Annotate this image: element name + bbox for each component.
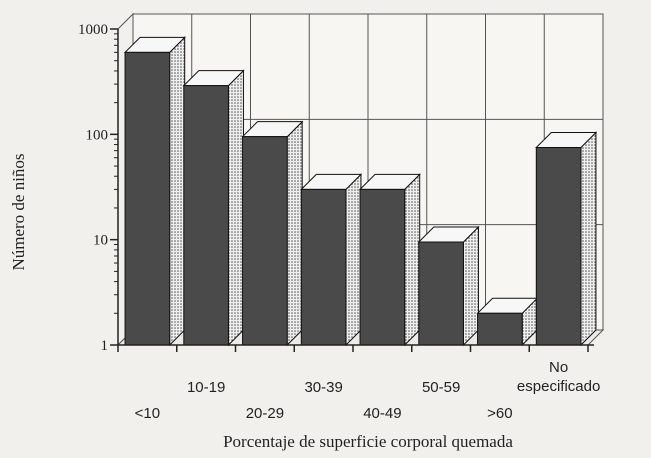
bar (241, 120, 304, 347)
x-tick-label: No especificado (517, 359, 600, 395)
bar-side (462, 225, 479, 347)
y-axis-title: Número de niños (9, 153, 28, 270)
bar-side (227, 69, 244, 347)
bar (182, 69, 245, 347)
x-tick-label: 10-19 (187, 379, 225, 396)
bar-side (580, 131, 597, 347)
x-tick-label: 20-29 (246, 405, 284, 422)
x-tick-labels: <10 10-19 20-29 30-39 40-49 50-59 >60 No especif… (135, 359, 601, 422)
bar-front (300, 188, 347, 346)
x-tick-label: 40-49 (363, 405, 401, 422)
bar-front (477, 312, 523, 346)
bars (123, 36, 598, 347)
y-tick-label: 10 (93, 233, 108, 249)
bar (476, 297, 539, 347)
bar (535, 131, 598, 347)
bar (358, 173, 421, 347)
y-tick-label: 100 (86, 127, 109, 143)
bar-front (183, 85, 229, 346)
x-axis-title: Porcentaje de superficie corporal quemad… (223, 432, 513, 451)
bar-front (124, 51, 171, 346)
bar-side (404, 173, 421, 347)
bar-front (242, 136, 288, 346)
x-tick-label: 50-59 (422, 379, 460, 396)
bar-side (286, 120, 303, 347)
bar (300, 173, 363, 347)
bar-front (418, 241, 464, 346)
bar-front (359, 188, 406, 346)
x-tick-label: <10 (135, 405, 160, 422)
bar (417, 225, 480, 347)
bar-side (345, 173, 362, 347)
bar-side (169, 36, 186, 347)
bar (123, 36, 186, 347)
x-tick-label: >60 (487, 405, 512, 422)
x-tick-label: 30-39 (304, 379, 342, 396)
bar-front (535, 146, 582, 346)
axes: 1 10 100 1000 (78, 22, 594, 354)
y-tick-label: 1 (101, 338, 109, 354)
y-tick-label: 1000 (78, 22, 108, 38)
